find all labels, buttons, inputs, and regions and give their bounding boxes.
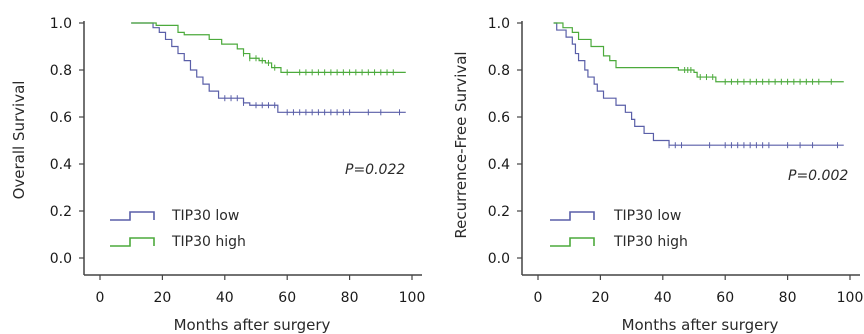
x-tick-label: 20: [591, 290, 609, 306]
legend: TIP30 low TIP30 high: [550, 208, 688, 250]
legend-label: TIP30 high: [171, 234, 246, 250]
y-tick-label: 0.8: [50, 63, 72, 79]
axes: [517, 21, 860, 280]
y-axis-title: Recurrence-Free Survival: [452, 51, 470, 238]
x-tick-label: 40: [216, 290, 234, 306]
y-tick-label: 0.2: [50, 204, 72, 220]
series-line: [553, 22, 844, 83]
y-tick-label: 0.4: [50, 157, 72, 173]
x-tick-label: 80: [341, 290, 359, 306]
tick-labels: 0.0 0.2 0.4 0.6 0.8 1.0 0 20 40 60 80 100: [488, 16, 864, 306]
tick-labels: 0.0 0.2 0.4 0.6 0.8 1.0 0 20 40 60 80 100: [50, 16, 426, 306]
legend-label: TIP30 high: [613, 234, 688, 250]
y-axis-title: Overall Survival: [10, 81, 28, 200]
p-value-annotation: P=0.002: [788, 168, 848, 184]
y-tick-label: 0.0: [488, 251, 510, 267]
series-lines: [131, 22, 406, 116]
legend-label: TIP30 low: [613, 208, 681, 224]
recurrence-free-survival-chart: 0.0 0.2 0.4 0.6 0.8 1.0 0 20 40 60 80 100 Months af…: [452, 16, 863, 334]
x-tick-label: 0: [96, 290, 105, 306]
p-value-annotation: P=0.022: [345, 162, 405, 178]
y-tick-label: 0.0: [50, 251, 72, 267]
x-axis-title: Months after surgery: [622, 316, 779, 334]
legend-swatch: [110, 211, 155, 221]
y-tick-label: 0.8: [488, 63, 510, 79]
x-tick-label: 100: [837, 290, 864, 306]
x-tick-label: 60: [716, 290, 734, 306]
x-tick-label: 0: [534, 290, 543, 306]
x-tick-label: 40: [654, 290, 672, 306]
y-tick-label: 0.2: [488, 204, 510, 220]
legend-swatch: [550, 211, 595, 221]
x-tick-label: 20: [153, 290, 171, 306]
legend: TIP30 low TIP30 high: [110, 208, 246, 250]
axes: [79, 21, 422, 280]
overall-survival-chart: 0.0 0.2 0.4 0.6 0.8 1.0 0 20 40 60 80 100 Months af…: [10, 16, 425, 334]
x-axis-title: Months after surgery: [174, 316, 331, 334]
legend-swatch: [550, 237, 595, 247]
series-line: [131, 22, 406, 73]
y-tick-label: 0.6: [50, 110, 72, 126]
y-tick-label: 0.4: [488, 157, 510, 173]
x-tick-label: 60: [278, 290, 296, 306]
y-tick-label: 1.0: [488, 16, 510, 32]
series-line: [131, 22, 406, 113]
x-tick-label: 100: [399, 290, 426, 306]
legend-label: TIP30 low: [171, 208, 239, 224]
y-tick-label: 0.6: [488, 110, 510, 126]
legend-swatch: [110, 237, 155, 247]
series-line: [553, 22, 844, 146]
series-lines: [553, 22, 844, 149]
x-tick-label: 80: [779, 290, 797, 306]
y-tick-label: 1.0: [50, 16, 72, 32]
